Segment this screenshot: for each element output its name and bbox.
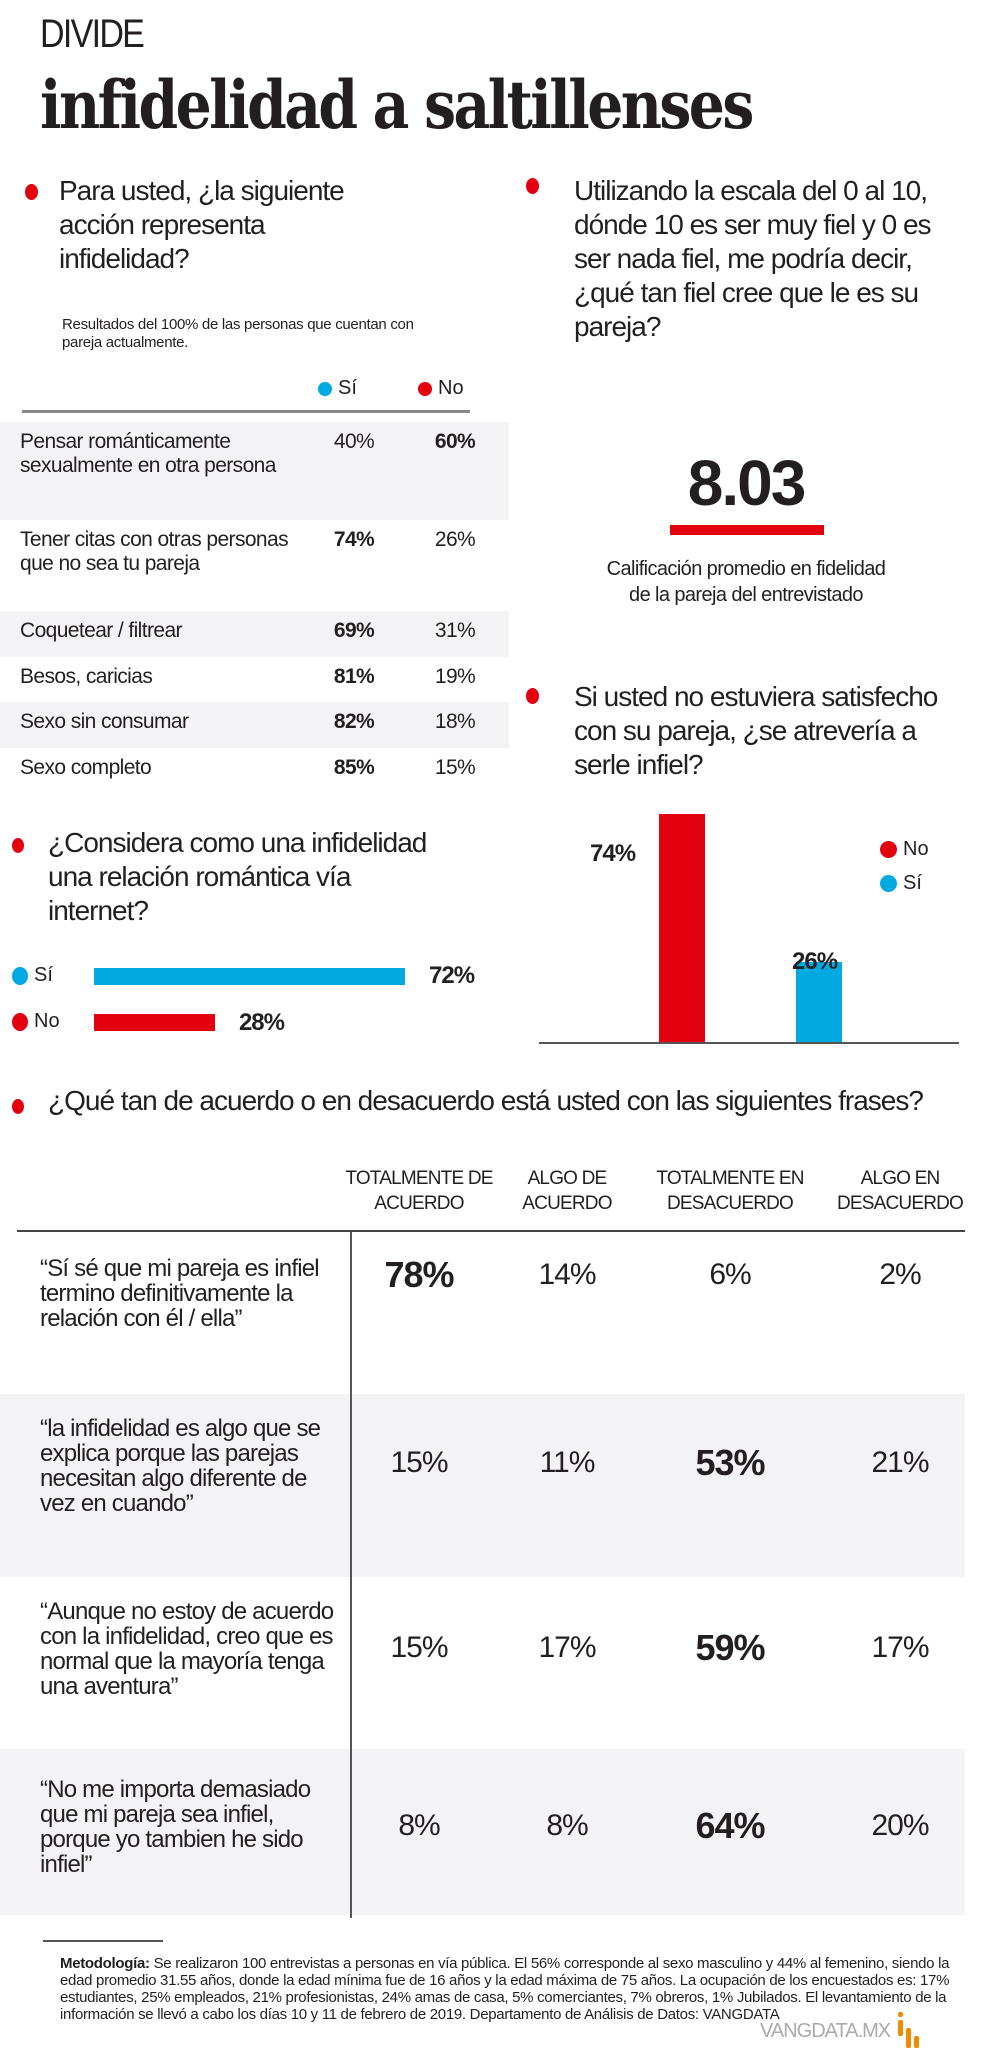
bar-si [796, 961, 842, 1042]
q3-question: Si usted no estuviera satisfecho con su … [574, 681, 938, 780]
bar-no [659, 814, 705, 1042]
table-row: “No me importa demasiado que mi pareja s… [0, 1749, 965, 1915]
bar-label-si: 26% [792, 948, 838, 975]
q5-question: ¿Qué tan de acuerdo o en desacuerdo está… [48, 1085, 924, 1116]
red-dot-icon [418, 381, 432, 396]
table-row: “Aunque no estoy de acuerdo con la infid… [40, 1598, 930, 1700]
divider [22, 410, 470, 413]
table-row: Besos, caricias 81% 19% [20, 665, 476, 688]
brand-name: VANGDATA.MX [760, 2020, 891, 2042]
hbar-label-no: 28% [238, 1009, 285, 1036]
table-row: Tener citas con otras personas que no se… [20, 528, 476, 575]
column-header: ALGO DE ACUERDO [522, 1168, 612, 1214]
column-header: TOTALMENTE DE ACUERDO [345, 1168, 493, 1214]
legend-no: No [418, 377, 464, 400]
score-value: 8.03 [687, 447, 807, 519]
legend-si: Sí [318, 377, 357, 400]
bar-label-no: 74% [590, 840, 636, 867]
blue-dot-icon [880, 875, 897, 892]
bullet-icon [12, 838, 24, 853]
blue-dot-icon [12, 966, 28, 985]
bullet-icon [526, 178, 539, 194]
table-row: Coquetear / filtrear 69% 31% [0, 611, 509, 657]
column-header: TOTALMENTE EN DESACUERDO [656, 1168, 804, 1214]
red-dot-icon [880, 841, 897, 858]
divider [17, 1230, 965, 1232]
bullet-icon [25, 184, 38, 200]
table-row: Sexo sin consumar 82% 18% [0, 702, 509, 748]
vangdata-logo-icon [898, 2012, 922, 2048]
q2-question: Utilizando la escala del 0 al 10, dónde … [574, 175, 932, 342]
divider [43, 1940, 163, 1942]
table-row: “Sí sé que mi pareja es infiel termino d… [40, 1254, 922, 1332]
table-row: Pensar románticamente sexualmente en otr… [0, 422, 509, 520]
bullet-icon [12, 1099, 24, 1114]
red-dot-icon [12, 1012, 28, 1031]
label-si: Sí [12, 964, 53, 987]
table-row: Sexo completo 85% 15% [20, 756, 476, 779]
hbar-no [94, 1014, 215, 1031]
label-no: No [12, 1010, 60, 1033]
bullet-icon [526, 688, 539, 704]
blue-dot-icon [318, 381, 332, 396]
kicker: DIVIDE [40, 12, 145, 56]
score-underline [670, 525, 824, 535]
column-header: ALGO EN DESACUERDO [836, 1168, 964, 1214]
q1-question: Para usted, ¿la siguiente acción represe… [59, 175, 345, 274]
table-row: “la infidelidad es algo que se explica p… [0, 1394, 965, 1577]
chart-baseline [539, 1042, 959, 1044]
legend-si: Sí [880, 872, 922, 895]
column-divider [350, 1232, 352, 1918]
page-title: infidelidad a saltillenses [40, 66, 754, 144]
score-caption: Calificación promedio en fidelidad de la… [606, 558, 886, 606]
q1-note: Resultados del 100% de las personas que … [62, 316, 414, 351]
hbar-label-si: 72% [429, 962, 475, 989]
legend-no: No [880, 838, 929, 861]
q4-question: ¿Considera como una infidelidad una rela… [48, 827, 427, 926]
hbar-si [94, 968, 405, 985]
methodology: Metodología: Se realizaron 100 entrevist… [60, 1955, 950, 2023]
